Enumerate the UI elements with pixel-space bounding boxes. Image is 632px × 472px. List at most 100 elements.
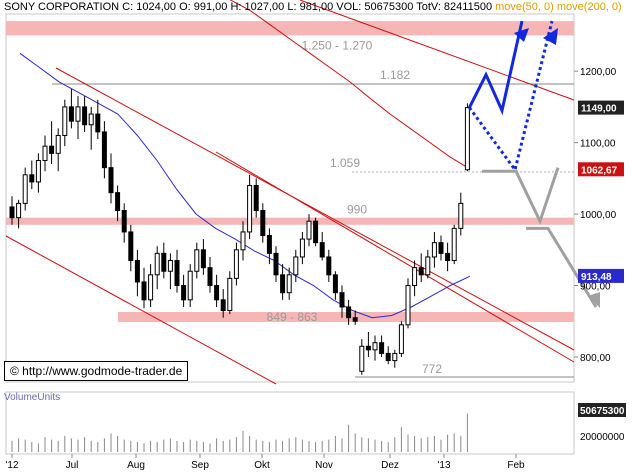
support-resistance-zone xyxy=(118,311,574,322)
candle-body xyxy=(220,299,226,312)
trend-channel-line xyxy=(55,67,575,351)
close-value: C: 1024,00 xyxy=(122,1,176,13)
candle-body xyxy=(266,235,272,254)
candle-body xyxy=(121,210,127,233)
candle-body xyxy=(253,184,259,212)
candle-body xyxy=(22,174,28,204)
zone-label: 1.250 - 1.270 xyxy=(302,38,373,52)
candle-body xyxy=(62,106,68,136)
candle-body xyxy=(35,159,41,183)
candle-body xyxy=(451,227,457,262)
candle-body xyxy=(82,106,88,126)
candle-body xyxy=(379,342,385,354)
x-tick-label: '13 xyxy=(437,460,450,471)
candle-body xyxy=(227,277,233,312)
price-tag xyxy=(578,100,624,115)
candle-body xyxy=(214,285,220,301)
ma200-legend: move(200, 0) xyxy=(556,1,622,13)
candle-body xyxy=(115,192,121,212)
candle-body xyxy=(319,242,325,258)
total-volume-value: TotV: 82411500 xyxy=(416,1,493,13)
candle-body xyxy=(438,242,444,254)
candle-body xyxy=(365,345,371,351)
forecast-arrowhead xyxy=(588,292,600,308)
copyright-box: © http://www.godmode-trader.de xyxy=(4,361,189,381)
x-tick-label: Aug xyxy=(127,460,145,471)
candle-body xyxy=(134,260,140,283)
candle-body xyxy=(286,274,292,294)
price-tag-label: 1062,67 xyxy=(581,165,618,176)
y-tick-label: 1200,00 xyxy=(580,67,617,78)
candle-body xyxy=(101,131,107,169)
candle-body xyxy=(75,106,81,122)
x-tick-label: Okt xyxy=(254,460,270,471)
candle-body xyxy=(200,249,206,269)
candle-body xyxy=(313,220,319,244)
candle-body xyxy=(372,342,378,351)
candle-body xyxy=(392,352,398,362)
candle-body xyxy=(240,231,246,251)
candle-body xyxy=(174,260,180,287)
trend-channel-line xyxy=(5,235,277,385)
y-tick-label: 1100,00 xyxy=(580,139,616,150)
x-tick-label: Feb xyxy=(507,460,525,471)
candle-body xyxy=(280,274,286,294)
candle-body xyxy=(167,260,173,272)
candle-body xyxy=(359,345,365,372)
candle-body xyxy=(108,167,114,194)
candle-body xyxy=(95,113,101,133)
x-tick-label: Dez xyxy=(381,460,399,471)
candle-body xyxy=(352,317,358,322)
x-tick-label: '12 xyxy=(5,460,18,471)
candle-body xyxy=(161,252,167,272)
candle-body xyxy=(273,252,279,276)
ma200-line xyxy=(229,0,471,170)
price-tag-label: 1149,00 xyxy=(581,104,617,115)
level-label: 1.182 xyxy=(380,68,410,82)
level-label: 1.059 xyxy=(330,156,360,170)
candle-body xyxy=(299,238,305,258)
candle-body xyxy=(385,352,391,362)
candle-body xyxy=(326,256,332,276)
volume-tag-label: 50675300 xyxy=(580,406,625,417)
candle-body xyxy=(154,252,160,276)
price-tag xyxy=(578,268,624,283)
y-tick-label: 900,00 xyxy=(580,282,611,293)
candle-body xyxy=(233,249,239,279)
candle-body xyxy=(306,220,312,240)
candle-body xyxy=(42,145,48,161)
zone-label: 990 xyxy=(347,203,367,217)
candle-body xyxy=(9,206,15,219)
volume-mid-label: 20000000 xyxy=(580,432,625,443)
trend-channel-line xyxy=(215,151,575,363)
candle-body xyxy=(405,285,411,326)
support-resistance-zone xyxy=(6,21,574,36)
candle-body xyxy=(445,252,451,262)
x-tick-label: Nov xyxy=(315,460,333,471)
company-name: SONY CORPORATION xyxy=(4,1,120,13)
price-tag-label: 913,48 xyxy=(581,272,612,283)
candle-body xyxy=(425,256,431,276)
candle-body xyxy=(29,174,35,183)
high-value: H: 1027,00 xyxy=(230,1,285,13)
forecast-blue-dotted xyxy=(468,20,554,174)
ma50-legend: move(50, 0) xyxy=(495,1,554,13)
candle-body xyxy=(418,267,424,276)
candle-body xyxy=(431,242,437,258)
zone-label: 849 - 863 xyxy=(267,310,318,324)
low-value: L: 981,00 xyxy=(287,1,334,13)
candle-body xyxy=(412,267,418,287)
price-tag xyxy=(578,162,624,177)
volume-panel-label: VolumeUnits xyxy=(4,392,61,403)
candle-body xyxy=(16,202,22,219)
x-tick-label: Sep xyxy=(191,460,209,471)
candle-body xyxy=(187,270,193,301)
trend-channel-line xyxy=(299,0,575,101)
forecast-gray-path xyxy=(482,167,560,226)
forecast-arrowhead xyxy=(514,28,529,42)
candle-body xyxy=(49,145,55,154)
candle-body xyxy=(181,285,187,301)
y-tick-label: 800,00 xyxy=(580,353,611,364)
candle-body xyxy=(128,231,134,262)
